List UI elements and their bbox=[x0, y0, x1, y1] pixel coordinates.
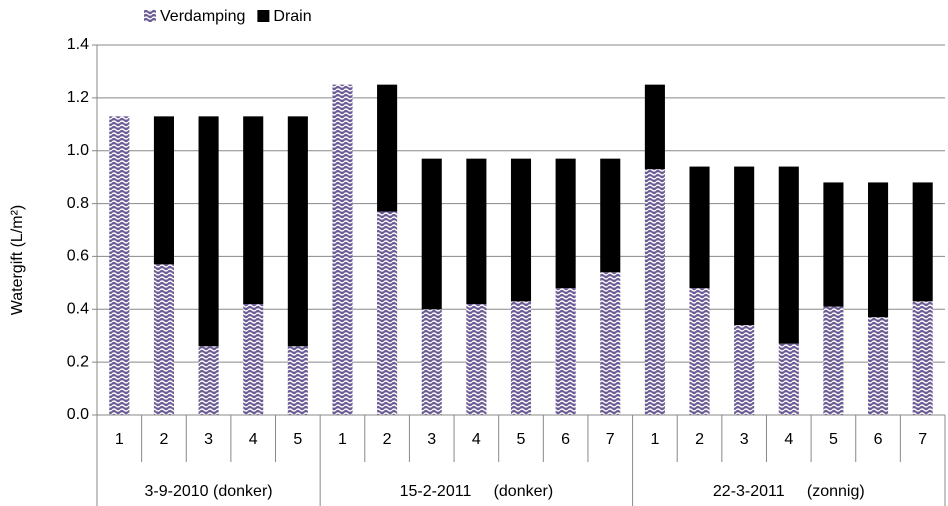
y-tick-label: 0.2 bbox=[67, 353, 89, 370]
bar-segment bbox=[868, 182, 889, 318]
bar-segment bbox=[644, 169, 665, 415]
bar-segment bbox=[555, 288, 576, 415]
bar-segment bbox=[644, 84, 665, 170]
bar-segment bbox=[109, 116, 130, 415]
bar-segment bbox=[600, 158, 621, 273]
x-tick-label: 4 bbox=[472, 431, 481, 448]
bar-segment bbox=[912, 301, 933, 415]
y-tick-label: 0.8 bbox=[67, 195, 89, 212]
x-tick-label: 4 bbox=[784, 431, 793, 448]
bar-segment bbox=[868, 317, 889, 415]
bar-segment bbox=[689, 166, 710, 289]
bar-segment bbox=[198, 346, 219, 415]
x-tick-label: 7 bbox=[918, 431, 927, 448]
x-tick-label: 1 bbox=[338, 431, 347, 448]
bar-segment bbox=[466, 304, 487, 415]
bar-segment bbox=[332, 84, 353, 416]
x-tick-label: 3 bbox=[427, 431, 436, 448]
bar-segment bbox=[153, 116, 174, 265]
x-tick-label: 3 bbox=[740, 431, 749, 448]
group-label: 22-3-2011 (zonnig) bbox=[713, 483, 865, 500]
y-tick-label: 0.4 bbox=[67, 301, 89, 318]
y-tick-label: 1.0 bbox=[67, 142, 89, 159]
bar-segment bbox=[377, 211, 398, 415]
bar-segment bbox=[823, 182, 844, 307]
x-tick-label: 7 bbox=[606, 431, 615, 448]
bar-segment bbox=[287, 346, 308, 415]
x-tick-label: 4 bbox=[249, 431, 258, 448]
legend-label: Drain bbox=[273, 8, 311, 25]
bar-segment bbox=[421, 158, 442, 310]
bar-segment bbox=[734, 325, 755, 415]
x-tick-label: 6 bbox=[874, 431, 883, 448]
bar-segment bbox=[555, 158, 576, 289]
bar-segment bbox=[287, 116, 308, 347]
x-tick-label: 5 bbox=[829, 431, 838, 448]
x-tick-label: 2 bbox=[695, 431, 704, 448]
x-tick-label: 2 bbox=[383, 431, 392, 448]
y-axis-title: Watergift (L/m²) bbox=[9, 205, 26, 316]
bar-segment bbox=[377, 84, 398, 212]
bar-segment bbox=[600, 272, 621, 415]
x-tick-label: 5 bbox=[517, 431, 526, 448]
bar-segment bbox=[912, 182, 933, 302]
x-tick-label: 5 bbox=[293, 431, 302, 448]
x-tick-label: 1 bbox=[650, 431, 659, 448]
bar-segment bbox=[778, 166, 799, 344]
x-tick-label: 6 bbox=[561, 431, 570, 448]
group-label: 15-2-2011 (donker) bbox=[400, 483, 554, 500]
group-label: 3-9-2010 (donker) bbox=[145, 483, 273, 500]
legend-swatch bbox=[144, 10, 156, 22]
legend-swatch bbox=[257, 10, 270, 22]
x-tick-label: 3 bbox=[204, 431, 213, 448]
x-tick-label: 1 bbox=[115, 431, 124, 448]
y-tick-label: 1.4 bbox=[67, 36, 89, 53]
y-tick-label: 0.6 bbox=[67, 248, 89, 265]
bar-segment bbox=[421, 309, 442, 415]
bar-segment bbox=[198, 116, 219, 347]
bar-segment bbox=[734, 166, 755, 326]
bar-segment bbox=[153, 264, 174, 415]
bar-segment bbox=[510, 301, 532, 415]
bar-segment bbox=[243, 304, 264, 415]
bar-segment bbox=[510, 158, 532, 302]
legend-label: Verdamping bbox=[160, 8, 245, 25]
bar-segment bbox=[689, 288, 710, 415]
y-tick-label: 1.2 bbox=[67, 89, 89, 106]
x-tick-label: 2 bbox=[159, 431, 168, 448]
y-tick-label: 0.0 bbox=[67, 406, 89, 423]
bar-segment bbox=[823, 306, 844, 415]
bar-segment bbox=[243, 116, 264, 304]
bar-segment bbox=[778, 343, 799, 415]
bar-segment bbox=[466, 158, 487, 304]
